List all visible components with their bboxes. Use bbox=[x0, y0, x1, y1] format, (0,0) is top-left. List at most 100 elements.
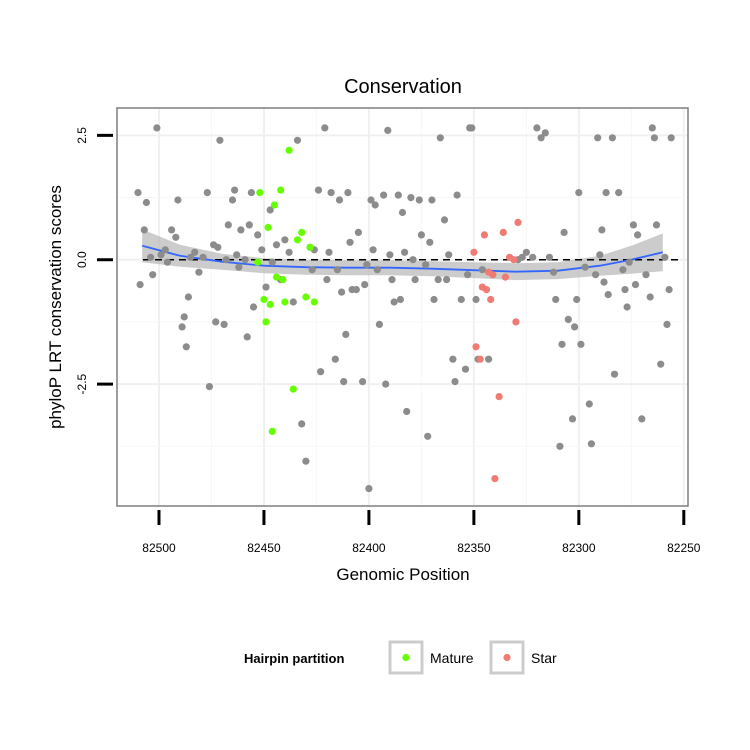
data-point-other bbox=[596, 251, 604, 259]
data-point-other bbox=[249, 303, 258, 311]
data-point-other bbox=[231, 186, 239, 194]
data-point-other bbox=[623, 303, 631, 311]
data-point-other bbox=[161, 246, 169, 254]
data-point-other bbox=[485, 355, 493, 363]
data-point-star bbox=[495, 393, 503, 401]
data-point-mature bbox=[256, 189, 264, 197]
data-point-other bbox=[634, 231, 642, 239]
data-point-other bbox=[203, 189, 211, 197]
data-point-other bbox=[440, 216, 449, 224]
data-point-mature bbox=[277, 186, 285, 194]
data-point-star bbox=[478, 283, 486, 291]
x-tick-label: 82250 bbox=[667, 541, 701, 555]
data-point-other bbox=[529, 253, 537, 261]
data-point-other bbox=[338, 288, 346, 296]
data-point-other bbox=[642, 271, 650, 279]
data-point-other bbox=[564, 315, 572, 323]
data-point-other bbox=[575, 189, 583, 197]
data-point-other bbox=[172, 233, 180, 241]
data-point-other bbox=[380, 191, 388, 199]
data-point-other bbox=[371, 201, 379, 209]
data-point-other bbox=[262, 283, 270, 291]
data-point-other bbox=[434, 276, 442, 284]
data-point-other bbox=[533, 124, 541, 132]
data-point-other bbox=[415, 196, 423, 204]
data-point-other bbox=[571, 323, 579, 331]
data-point-other bbox=[186, 253, 195, 261]
data-point-other bbox=[594, 134, 602, 142]
data-point-other bbox=[272, 241, 281, 249]
x-axis-title: Genomic Position bbox=[336, 565, 469, 584]
data-point-other bbox=[346, 238, 354, 246]
data-point-other bbox=[652, 221, 661, 229]
data-point-other bbox=[149, 271, 157, 279]
x-axis: 82500 82450 82400 82350 82300 82250 bbox=[142, 510, 701, 555]
smooth-trend-line bbox=[141, 244, 664, 273]
data-point-other bbox=[344, 189, 352, 197]
data-point-other bbox=[258, 246, 266, 254]
data-point-mature bbox=[298, 228, 306, 236]
data-point-other bbox=[153, 124, 161, 132]
data-point-other bbox=[598, 226, 606, 234]
data-point-other bbox=[243, 333, 251, 341]
data-point-other bbox=[168, 226, 176, 234]
data-point-mature bbox=[266, 300, 274, 309]
data-point-other bbox=[650, 134, 659, 142]
data-point-other bbox=[216, 136, 224, 144]
data-point-other bbox=[422, 261, 430, 269]
data-point-mature bbox=[262, 318, 270, 326]
legend-label-mature: Mature bbox=[430, 650, 474, 666]
data-point-other bbox=[646, 293, 654, 301]
data-point-other bbox=[342, 330, 350, 338]
data-point-other bbox=[667, 134, 675, 142]
data-point-other bbox=[184, 293, 192, 301]
data-point-other bbox=[365, 485, 373, 493]
data-point-other bbox=[302, 457, 310, 465]
data-point-other bbox=[361, 281, 369, 289]
legend-key-marker bbox=[503, 653, 511, 662]
data-point-other bbox=[285, 248, 293, 256]
data-point-other bbox=[323, 276, 331, 284]
data-point-other bbox=[398, 208, 407, 217]
data-point-mature bbox=[302, 293, 310, 301]
data-point-other bbox=[247, 189, 255, 197]
data-point-other bbox=[568, 415, 577, 423]
data-point-star bbox=[512, 318, 520, 326]
legend-entries: Mature Star bbox=[388, 640, 557, 675]
data-point-star bbox=[510, 256, 518, 264]
data-point-other bbox=[266, 206, 274, 214]
data-point-other bbox=[661, 253, 669, 261]
data-point-other bbox=[461, 365, 470, 373]
data-point-other bbox=[625, 258, 633, 266]
legend-title: Hairpin partition bbox=[244, 651, 344, 666]
data-point-other bbox=[585, 400, 593, 408]
data-point-other bbox=[178, 323, 186, 331]
confidence-ribbon-layer bbox=[142, 229, 663, 281]
data-point-other bbox=[403, 407, 411, 416]
data-point-other bbox=[367, 196, 375, 204]
data-point-other bbox=[428, 196, 436, 204]
data-point-other bbox=[235, 263, 243, 271]
data-point-other bbox=[390, 298, 398, 306]
data-point-star bbox=[491, 475, 499, 483]
data-point-other bbox=[308, 266, 316, 274]
data-point-other bbox=[157, 251, 165, 259]
data-point-other bbox=[608, 134, 617, 142]
data-point-other bbox=[556, 442, 564, 450]
data-point-other bbox=[182, 343, 190, 351]
data-point-other bbox=[449, 355, 457, 363]
data-point-other bbox=[451, 378, 459, 386]
data-point-other bbox=[335, 196, 344, 204]
data-point-other bbox=[228, 196, 237, 204]
data-point-other bbox=[663, 320, 671, 328]
data-point-other bbox=[212, 318, 220, 326]
series-mature bbox=[254, 146, 318, 435]
y-axis: 2.5 0.0 -2.5 bbox=[75, 127, 113, 394]
data-point-star bbox=[470, 248, 478, 256]
data-point-other bbox=[386, 251, 394, 259]
data-point-other bbox=[464, 271, 472, 279]
panel-border bbox=[116, 107, 689, 507]
legend: Hairpin partition Mature Star bbox=[244, 640, 557, 675]
data-point-other bbox=[638, 415, 646, 423]
data-point-other bbox=[518, 253, 526, 261]
